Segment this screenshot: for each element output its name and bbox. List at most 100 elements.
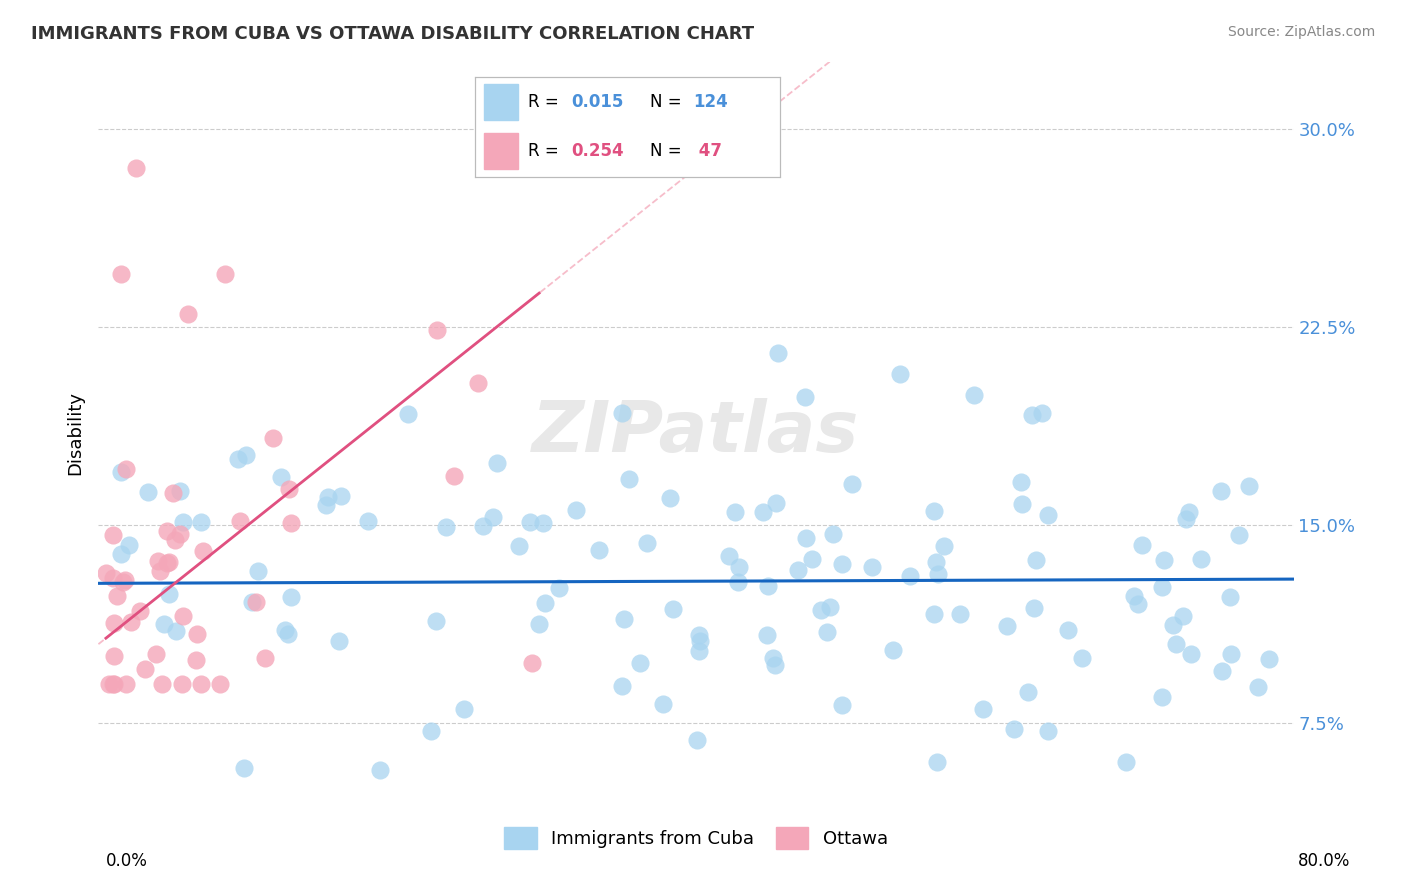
Point <box>1227 527 1250 541</box>
Text: 80.0%: 80.0% <box>1298 852 1350 870</box>
Point <box>531 516 554 530</box>
Point <box>120 615 142 630</box>
Point <box>118 538 141 552</box>
Point <box>519 516 541 530</box>
Point <box>101 571 124 585</box>
Point <box>190 677 212 691</box>
Point <box>153 617 176 632</box>
Point <box>841 477 863 491</box>
Point <box>1152 580 1174 594</box>
Point <box>316 490 339 504</box>
Point <box>125 161 148 176</box>
Point <box>190 516 212 530</box>
Point <box>527 616 550 631</box>
Point <box>467 376 489 391</box>
Point <box>471 519 494 533</box>
Point <box>1002 722 1025 736</box>
Point <box>103 615 125 630</box>
Point <box>1017 685 1039 699</box>
Point <box>786 563 808 577</box>
Point <box>565 503 588 517</box>
Point <box>235 449 257 463</box>
Point <box>277 627 299 641</box>
Point <box>110 465 132 479</box>
Point <box>613 612 636 626</box>
Point <box>486 457 509 471</box>
Point <box>882 642 904 657</box>
Point <box>1130 538 1153 552</box>
Point <box>688 644 710 658</box>
Point <box>1115 755 1137 769</box>
Point <box>651 698 673 712</box>
Point <box>688 628 710 642</box>
Point <box>1153 553 1175 567</box>
Point <box>617 472 640 486</box>
Point <box>610 406 633 420</box>
Point <box>186 627 208 641</box>
Point <box>245 595 267 609</box>
Point <box>821 527 844 541</box>
Point <box>831 698 853 712</box>
Point <box>1211 664 1233 678</box>
Point <box>1057 623 1080 637</box>
Point <box>103 528 125 542</box>
Text: ZIPatlas: ZIPatlas <box>533 398 859 467</box>
Point <box>453 701 475 715</box>
Point <box>727 575 749 590</box>
Text: Source: ZipAtlas.com: Source: ZipAtlas.com <box>1227 25 1375 39</box>
Point <box>927 567 949 582</box>
Point <box>330 489 353 503</box>
Point <box>763 657 786 672</box>
Point <box>860 560 883 574</box>
Point <box>588 542 610 557</box>
Point <box>1150 690 1173 705</box>
Point <box>686 732 709 747</box>
Point <box>162 485 184 500</box>
Point <box>889 367 911 381</box>
Point <box>434 520 457 534</box>
Point <box>184 653 207 667</box>
Point <box>229 515 252 529</box>
Point <box>995 619 1018 633</box>
Point <box>717 549 740 563</box>
Point <box>177 307 200 321</box>
Point <box>724 505 747 519</box>
Point <box>800 552 823 566</box>
Point <box>1211 483 1233 498</box>
Point <box>766 346 789 360</box>
Point <box>508 539 530 553</box>
Point <box>831 558 853 572</box>
Point <box>1178 505 1201 519</box>
Point <box>94 566 117 580</box>
Point <box>925 755 948 769</box>
Point <box>170 677 193 691</box>
Point <box>209 677 232 691</box>
Point <box>226 451 249 466</box>
Point <box>612 679 634 693</box>
Point <box>115 677 138 691</box>
Point <box>659 491 682 506</box>
Point <box>280 590 302 604</box>
Y-axis label: Disability: Disability <box>66 391 84 475</box>
Point <box>1189 551 1212 566</box>
Point <box>520 656 543 670</box>
Point <box>898 569 921 583</box>
Point <box>752 505 775 519</box>
Point <box>636 536 658 550</box>
Point <box>146 554 169 568</box>
Point <box>756 579 779 593</box>
Point <box>482 509 505 524</box>
Point <box>396 407 419 421</box>
Point <box>165 624 187 639</box>
Point <box>114 462 136 476</box>
Point <box>145 648 167 662</box>
Point <box>425 615 447 629</box>
Point <box>277 482 299 496</box>
Point <box>111 575 134 590</box>
Point <box>280 516 302 530</box>
Point <box>815 625 838 640</box>
Point <box>925 555 948 569</box>
Point <box>924 607 946 621</box>
Point <box>1246 681 1268 695</box>
Point <box>150 677 173 691</box>
